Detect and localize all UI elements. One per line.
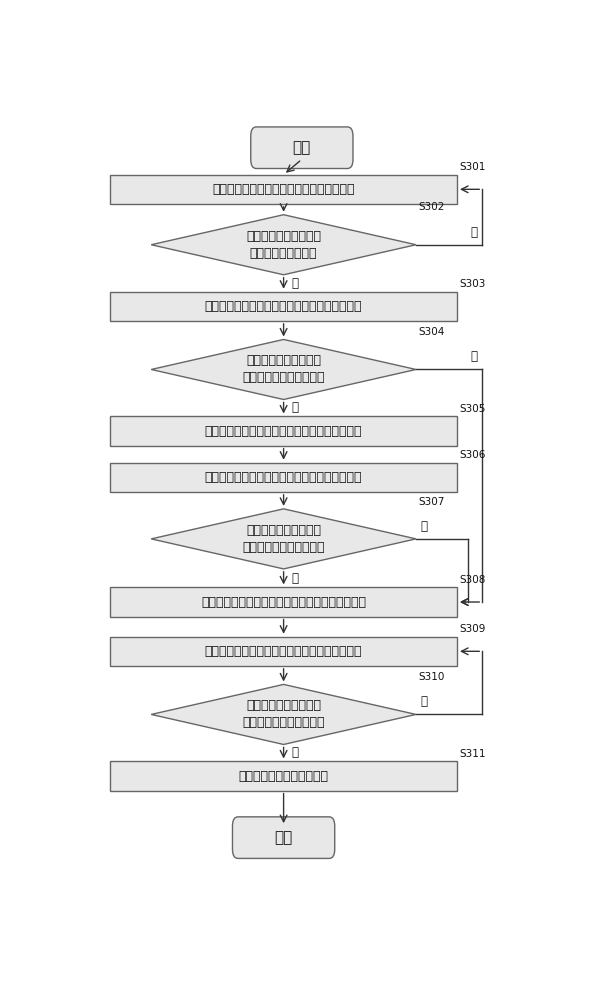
Text: S311: S311 [459,749,486,759]
Text: 是: 是 [292,746,299,759]
Bar [110,463,457,492]
Bar [110,416,457,446]
Polygon shape [151,684,416,744]
Text: S305: S305 [459,404,486,414]
Bar [110,175,457,204]
Bar [110,637,457,666]
Text: 基于电池箱体内的加热层对电池箱体内进行加热: 基于电池箱体内的加热层对电池箱体内进行加热 [205,425,362,438]
Text: 启动市电对锂电池应急装置中的锂电池组进行充电: 启动市电对锂电池应急装置中的锂电池组进行充电 [201,596,366,609]
Polygon shape [151,509,416,569]
Text: 判断第二环境温度是否
超过预设的第一温度阈值: 判断第二环境温度是否 超过预设的第一温度阈值 [242,524,325,554]
Text: S306: S306 [459,450,486,460]
Text: 是: 是 [292,401,299,414]
Text: 是: 是 [292,277,299,290]
Text: 基于温度传感器监测电池箱体内的第一环境温度: 基于温度传感器监测电池箱体内的第一环境温度 [205,300,362,313]
FancyBboxPatch shape [251,127,353,169]
Bar [110,292,457,321]
Text: 判断第三环境温度是否
超过预设的第二温度阈值: 判断第三环境温度是否 超过预设的第二温度阈值 [242,699,325,729]
Text: 否: 否 [471,350,478,363]
Bar [110,761,457,791]
Text: S308: S308 [459,575,486,585]
Text: 否: 否 [421,520,428,533]
Text: 基于温度传感器监测电池箱体内的第二环境温度: 基于温度传感器监测电池箱体内的第二环境温度 [205,471,362,484]
FancyBboxPatch shape [233,817,335,858]
Text: 停止对电池箱体内进行加热: 停止对电池箱体内进行加热 [239,770,329,783]
Text: S309: S309 [459,624,486,634]
Text: 开始: 开始 [293,140,311,155]
Text: 否: 否 [421,695,428,708]
Bar [110,587,457,617]
Polygon shape [151,339,416,400]
Text: 基于温度传感器监测电池箱体内的第三环境温度: 基于温度传感器监测电池箱体内的第三环境温度 [205,645,362,658]
Text: S304: S304 [418,327,445,337]
Text: 结束: 结束 [274,830,293,845]
Text: S310: S310 [418,672,445,682]
Text: 是: 是 [292,572,299,585]
Text: S301: S301 [459,162,486,172]
Text: S302: S302 [418,202,445,212]
Text: 基于电池管理系统对锂电池组电量进行检测: 基于电池管理系统对锂电池组电量进行检测 [213,183,355,196]
Text: 判断锂电池组的电量是
否低于充电电量阈值: 判断锂电池组的电量是 否低于充电电量阈值 [246,230,321,260]
Text: 否: 否 [471,226,478,239]
Polygon shape [151,215,416,275]
Text: 判断第一环境温度是否
低于预设的第一温度阈值: 判断第一环境温度是否 低于预设的第一温度阈值 [242,354,325,384]
Text: S303: S303 [459,279,486,289]
Text: S307: S307 [418,497,445,507]
